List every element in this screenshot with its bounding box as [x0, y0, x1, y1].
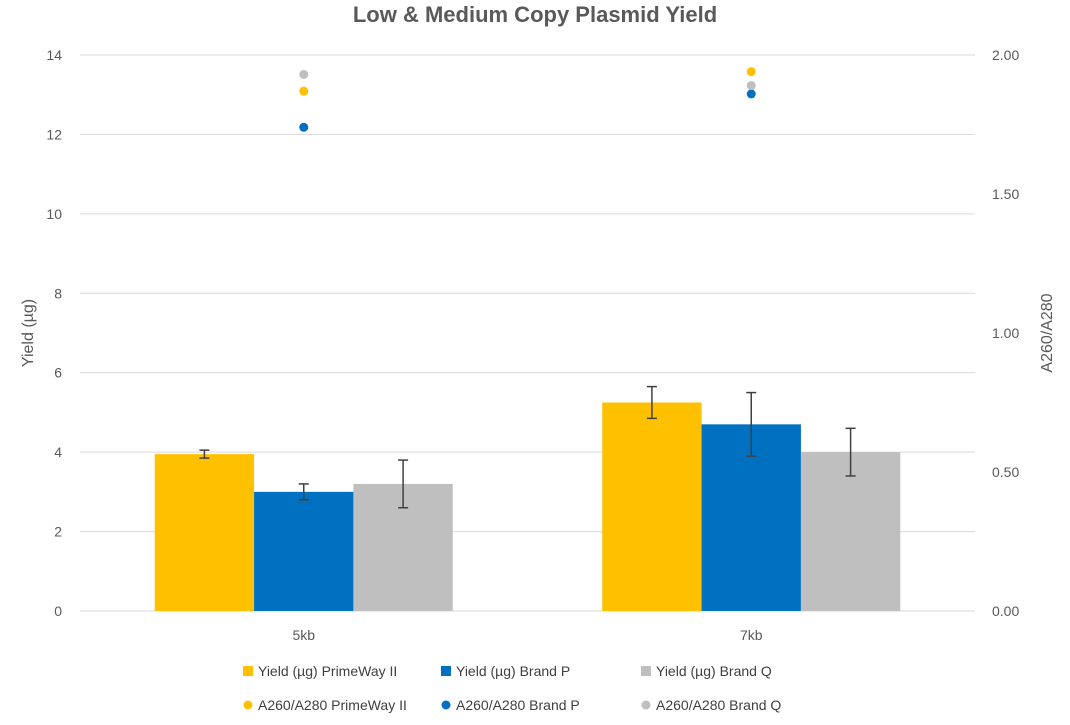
y2-tick-label: 0.50 [992, 464, 1019, 480]
y2-tick-label: 1.50 [992, 186, 1019, 202]
legend-swatch [641, 666, 651, 676]
y-axis-ticks: 0 2 4 6 8 10 12 14 [46, 47, 62, 619]
point [299, 122, 309, 132]
chart-title: Low & Medium Copy Plasmid Yield [353, 2, 717, 27]
legend-label: Yield (µg) PrimeWay II [258, 663, 397, 679]
legend-marker [243, 700, 253, 710]
x-axis-ticks: 5kb 7kb [292, 627, 762, 643]
legend-swatch [441, 666, 451, 676]
legend-label: Yield (µg) Brand P [456, 663, 570, 679]
x-tick-label: 5kb [292, 627, 315, 643]
y2-tick-label: 1.00 [992, 325, 1019, 341]
legend-swatch [243, 666, 253, 676]
legend-marker [641, 700, 651, 710]
y-tick-label: 14 [46, 47, 62, 63]
error-bars [199, 385, 856, 509]
point [746, 89, 756, 99]
y2-tick-label: 2.00 [992, 47, 1019, 63]
bar [254, 491, 354, 611]
point [299, 86, 309, 96]
bar [154, 454, 255, 611]
y2-axis-title: A260/A280 [1039, 293, 1056, 372]
y-axis-title: Yield (µg) [20, 299, 37, 367]
point [299, 69, 309, 79]
y2-axis-ticks: 0.00 0.50 1.00 1.50 2.00 [992, 47, 1019, 619]
y2-tick-label: 0.00 [992, 603, 1019, 619]
y-tick-label: 6 [54, 365, 62, 381]
legend-marker [441, 700, 451, 710]
y-tick-label: 8 [54, 285, 62, 301]
point [746, 81, 756, 91]
bars [154, 402, 901, 611]
legend-label: A260/A280 Brand P [456, 697, 580, 713]
y-tick-label: 0 [54, 603, 62, 619]
legend-label: Yield (µg) Brand Q [656, 663, 772, 679]
legend: Yield (µg) PrimeWay II Yield (µg) Brand P… [243, 663, 781, 713]
legend-label: A260/A280 PrimeWay II [258, 697, 407, 713]
legend-label: A260/A280 Brand Q [656, 697, 781, 713]
y-tick-label: 4 [54, 444, 62, 460]
y-tick-label: 10 [46, 206, 62, 222]
bar [800, 452, 901, 611]
y-tick-label: 2 [54, 524, 62, 540]
y-tick-label: 12 [46, 126, 62, 142]
x-tick-label: 7kb [740, 627, 763, 643]
point [746, 67, 756, 77]
bar [602, 402, 702, 611]
points [299, 67, 756, 132]
